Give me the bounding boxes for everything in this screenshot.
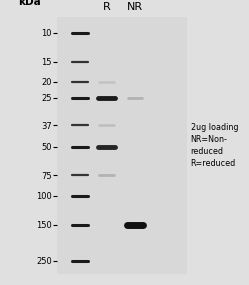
Text: 2ug loading
NR=Non-
reduced
R=reduced: 2ug loading NR=Non- reduced R=reduced	[191, 123, 238, 168]
Text: kDa: kDa	[18, 0, 41, 7]
Text: NR: NR	[127, 2, 143, 12]
Text: R: R	[103, 2, 110, 12]
